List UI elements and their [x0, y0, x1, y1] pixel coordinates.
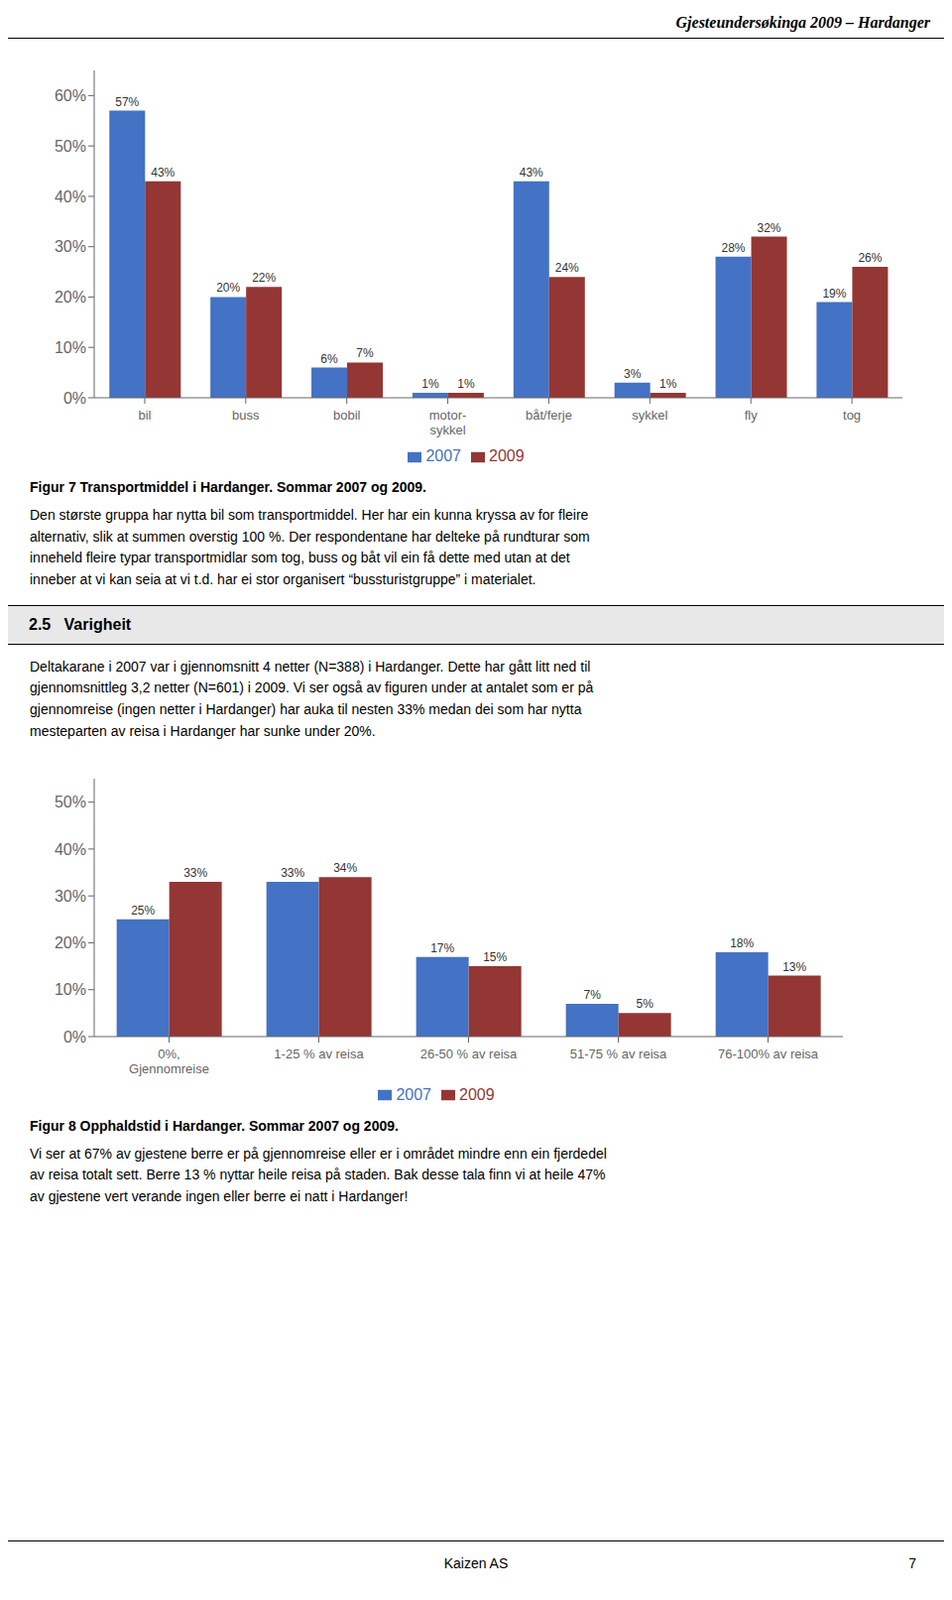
- svg-text:10%: 10%: [54, 339, 87, 357]
- svg-text:buss: buss: [232, 407, 260, 423]
- svg-text:30%: 30%: [54, 238, 87, 255]
- html-text:Figur 8 Opphaldstid i Hardange: Figur 8 Opphaldstid i Hardanger. Sommar …: [29, 1117, 399, 1133]
- svg-text:båt/ferje: båt/ferje: [525, 407, 573, 423]
- svg-text:15%: 15%: [482, 950, 507, 964]
- html-text:Gjesteundersøkinga 2009 – Hard: Gjesteundersøkinga 2009 – Hardanger: [675, 13, 931, 31]
- svg-text:57%: 57%: [115, 95, 139, 110]
- svg-text:10%: 10%: [54, 980, 87, 998]
- svg-text:tog: tog: [842, 407, 861, 423]
- svg-text:sykkel: sykkel: [631, 407, 668, 423]
- svg-text:76-100% av reisa: 76-100% av reisa: [717, 1046, 820, 1062]
- svg-text:20%: 20%: [54, 288, 87, 306]
- svg-text:1%: 1%: [659, 376, 678, 391]
- svg-text:26%: 26%: [857, 250, 882, 265]
- html-text:Figur 7 Transportmiddel i Hard: Figur 7 Transportmiddel i Hardanger. Som…: [29, 478, 427, 495]
- html-text:2009: 2009: [488, 447, 525, 465]
- svg-text:20%: 20%: [216, 280, 240, 295]
- svg-text:1%: 1%: [457, 376, 476, 391]
- svg-text:40%: 40%: [54, 188, 87, 206]
- svg-text:bil: bil: [137, 407, 151, 423]
- svg-text:bobil: bobil: [333, 407, 361, 423]
- svg-text:17%: 17%: [430, 940, 455, 954]
- svg-text:40%: 40%: [54, 839, 87, 857]
- html-text:Deltakarane i 2007 var i gjenn: Deltakarane i 2007 var i gjennomsnitt 4 …: [29, 658, 594, 739]
- svg-text:0%: 0%: [63, 1027, 87, 1045]
- svg-text:fly: fly: [744, 407, 759, 423]
- svg-text:13%: 13%: [782, 958, 807, 973]
- svg-text:25%: 25%: [130, 902, 155, 917]
- html-text:Vi ser at 67% av gjestene berr: Vi ser at 67% av gjestene berre er på gj…: [29, 1144, 607, 1204]
- svg-text:30%: 30%: [54, 886, 87, 904]
- svg-text:43%: 43%: [519, 165, 544, 180]
- svg-text:0%,Gjennomreise: 0%,Gjennomreise: [128, 1046, 210, 1076]
- svg-text:19%: 19%: [822, 286, 846, 301]
- svg-text:50%: 50%: [54, 137, 87, 155]
- svg-text:20%: 20%: [54, 934, 87, 952]
- html-text:7: 7: [908, 1554, 917, 1571]
- svg-text:5%: 5%: [635, 996, 654, 1011]
- svg-text:51-75 % av reisa: 51-75 % av reisa: [570, 1046, 668, 1062]
- svg-text:1-25 % av reisa: 1-25 % av reisa: [273, 1046, 364, 1062]
- svg-text:43%: 43%: [150, 165, 175, 180]
- svg-text:33%: 33%: [280, 865, 305, 880]
- svg-text:3%: 3%: [623, 366, 642, 381]
- html-text:Kaizen AS: Kaizen AS: [443, 1554, 509, 1571]
- html-text:2009: 2009: [459, 1085, 495, 1103]
- html-text:Den største gruppa har nytta b: Den største gruppa har nytta bil som tra…: [29, 506, 590, 588]
- html-text:2007: 2007: [396, 1085, 432, 1103]
- svg-text:motor-sykkel: motor-sykkel: [429, 407, 468, 438]
- svg-text:33%: 33%: [183, 865, 208, 880]
- svg-text:50%: 50%: [54, 793, 87, 811]
- svg-text:22%: 22%: [251, 270, 276, 285]
- svg-text:0%: 0%: [63, 389, 87, 407]
- svg-text:32%: 32%: [757, 221, 782, 236]
- html-text:2.5 Varigheit: 2.5 Varigheit: [28, 615, 132, 633]
- svg-text:6%: 6%: [320, 352, 339, 366]
- svg-text:24%: 24%: [555, 260, 580, 275]
- svg-text:1%: 1%: [421, 376, 440, 391]
- svg-text:26-50 % av reisa: 26-50 % av reisa: [420, 1046, 518, 1062]
- svg-text:7%: 7%: [356, 346, 374, 360]
- svg-text:18%: 18%: [729, 935, 754, 950]
- html-text:2007: 2007: [425, 447, 462, 465]
- svg-text:34%: 34%: [333, 860, 357, 875]
- svg-text:28%: 28%: [721, 240, 746, 255]
- svg-text:7%: 7%: [583, 986, 601, 1001]
- svg-text:60%: 60%: [54, 87, 87, 105]
